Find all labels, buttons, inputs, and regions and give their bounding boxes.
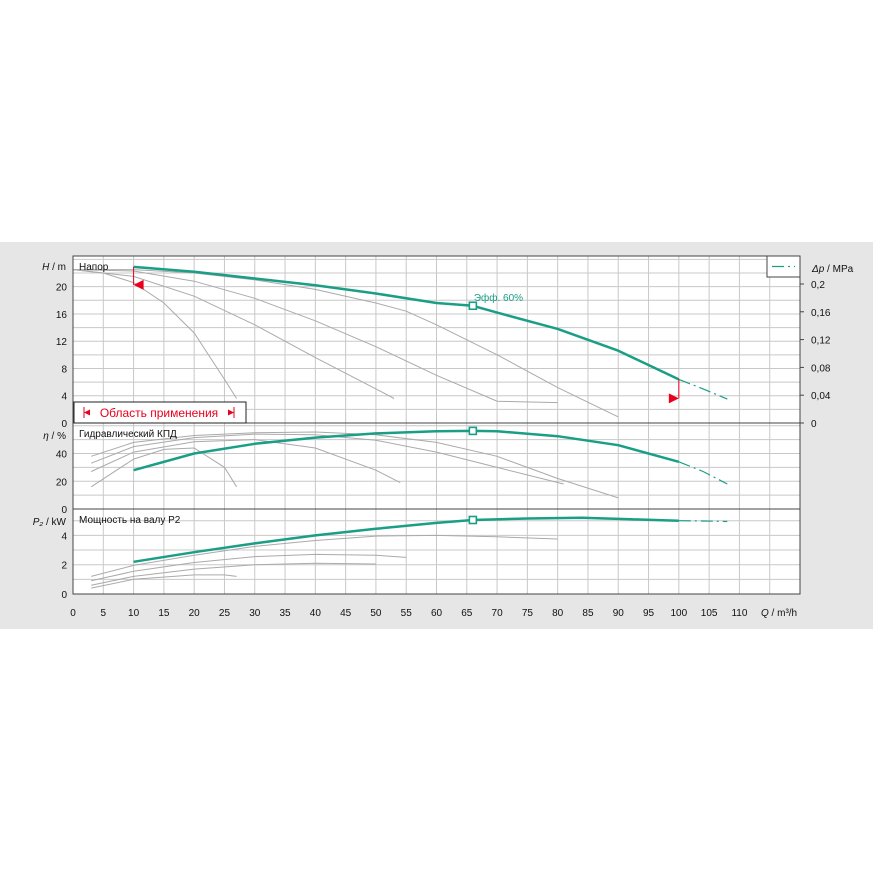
reference-curve-head-5 — [72, 269, 238, 399]
main-curve-efficiency — [133, 429, 680, 472]
x-tick-label: 80 — [552, 608, 564, 619]
x-tick-label: 35 — [279, 608, 291, 619]
main-curve-head — [133, 265, 680, 381]
y-tick-label-power: 2 — [61, 561, 67, 572]
x-tick-label: 85 — [582, 608, 594, 619]
y-tick-label-head: 12 — [56, 337, 68, 348]
reference-curve-efficiency-2 — [91, 431, 619, 499]
y2-tick-label: 0,12 — [811, 336, 831, 347]
x-tick-label: 75 — [522, 608, 534, 619]
reference-curve-head-3 — [72, 269, 558, 404]
x-tick-label: 45 — [340, 608, 352, 619]
y2-tick-label: 0 — [811, 419, 817, 430]
x-tick-label: 90 — [613, 608, 625, 619]
y-tick-label-head: 4 — [61, 392, 67, 403]
y2-tick-label: 0,08 — [811, 363, 831, 374]
x-tick-label: 65 — [461, 608, 473, 619]
range-label-left-arrow — [84, 409, 90, 416]
extension-curve-efficiency — [678, 461, 728, 485]
x-tick-label: 10 — [128, 608, 140, 619]
main-curve-power — [133, 516, 679, 564]
y2-tick-label: 0,2 — [811, 280, 825, 291]
x-tick-label: 95 — [643, 608, 655, 619]
y2-tick-label: 0,16 — [811, 308, 831, 319]
x-tick-label: 25 — [219, 608, 231, 619]
efficiency-annotation: Эфф. 60% — [474, 292, 523, 304]
y-tick-label-efficiency: 40 — [56, 450, 68, 461]
reference-curve-efficiency-5 — [90, 447, 238, 488]
x-tick-label: 105 — [701, 608, 718, 619]
panel-title-efficiency: Гидравлический КПД — [79, 429, 177, 440]
reference-curve-power-5 — [91, 574, 237, 589]
range-label-right-arrow — [228, 409, 234, 416]
reference-curve-efficiency-4 — [90, 439, 401, 484]
extension-curve-power — [678, 520, 728, 523]
panel-title-head: Напор — [79, 262, 109, 273]
x-tick-label: 55 — [401, 608, 413, 619]
x-tick-label: 0 — [70, 608, 76, 619]
x-tick-label: 5 — [101, 608, 107, 619]
reference-curve-power-4 — [91, 562, 376, 586]
x-axis-label: Q / m³/h — [761, 608, 797, 619]
range-min-arrow — [133, 279, 144, 290]
x-tick-label: 110 — [731, 608, 747, 619]
x-tick-label: 70 — [492, 608, 504, 619]
reference-curve-head-2 — [73, 269, 619, 418]
reference-curve-efficiency-3 — [91, 433, 564, 485]
duty-point-efficiency — [468, 426, 478, 436]
y-axis-label-power: P₂ / kW — [33, 517, 67, 528]
x-tick-label: 40 — [310, 608, 322, 619]
panel-frame-power — [72, 508, 801, 595]
y-tick-label-head: 16 — [56, 310, 68, 321]
reference-curve-power-3 — [91, 553, 407, 582]
y2-tick-label: 0,04 — [811, 391, 831, 402]
x-tick-label: 50 — [370, 608, 382, 619]
y2-axis-label: Δp / MPa — [811, 264, 854, 275]
x-tick-label: 60 — [431, 608, 443, 619]
x-tick-label: 100 — [670, 608, 687, 619]
x-tick-label: 20 — [189, 608, 201, 619]
x-tick-label: 30 — [249, 608, 261, 619]
y-tick-label-head: 8 — [61, 364, 67, 375]
panel-title-power: Мощность на валу P2 — [79, 515, 181, 526]
y-tick-label-power: 4 — [61, 531, 67, 542]
y-tick-label-efficiency: 20 — [56, 477, 68, 488]
y-tick-label-head: 0 — [61, 419, 67, 430]
extension-curve-head — [678, 378, 728, 400]
reference-curve-power-2 — [91, 534, 558, 577]
y-axis-label-head: H / m — [42, 262, 66, 273]
x-tick-label: 15 — [158, 608, 170, 619]
y-tick-label-efficiency: 0 — [61, 505, 67, 516]
range-max-arrow — [668, 393, 679, 404]
range-label-text: Область применения — [100, 406, 218, 420]
y-axis-label-efficiency: η / % — [43, 431, 66, 442]
duty-point-power — [468, 515, 478, 525]
range-label-box — [73, 401, 247, 424]
y-tick-label-power: 0 — [61, 590, 67, 601]
duty-point-head — [468, 301, 478, 311]
y-tick-label-head: 20 — [56, 283, 68, 294]
